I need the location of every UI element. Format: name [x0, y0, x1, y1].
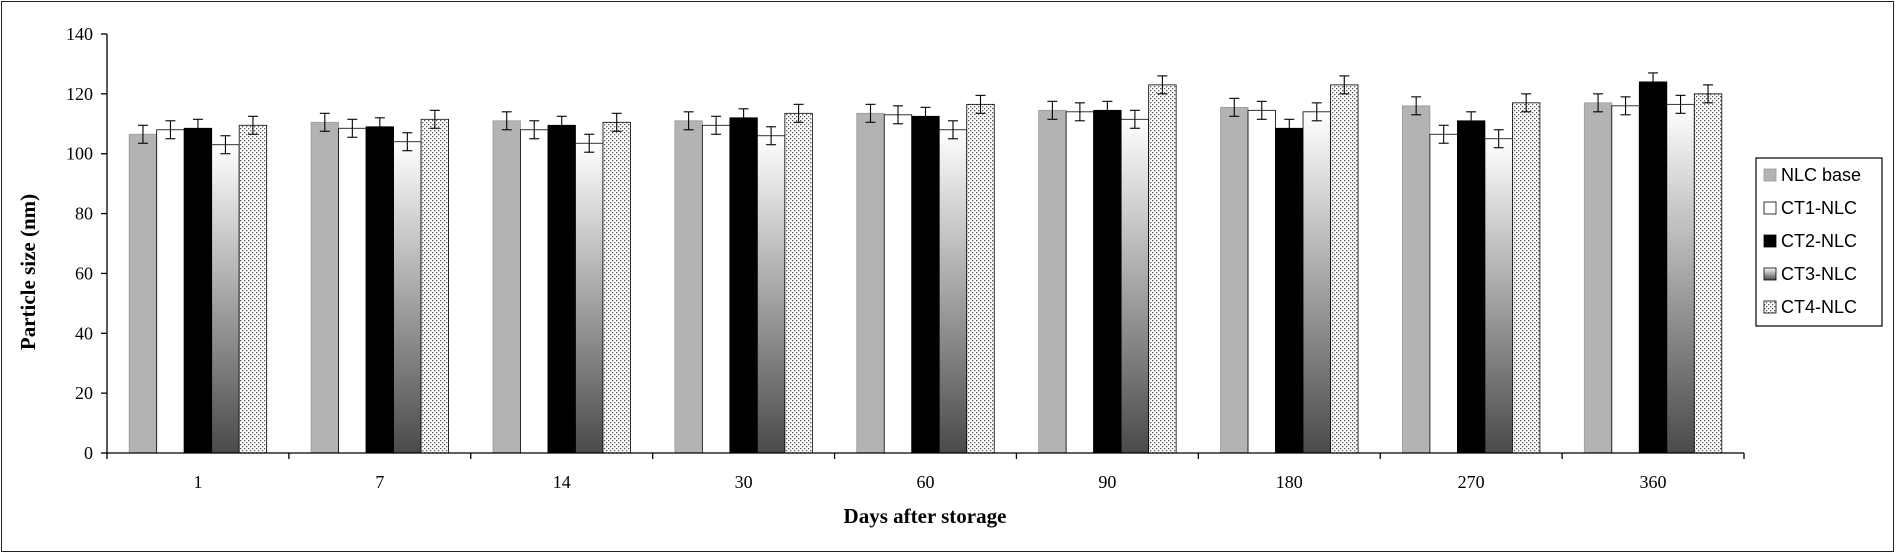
y-tick-label: 0 — [84, 443, 93, 463]
bar — [1457, 120, 1486, 454]
x-tick-label: 180 — [1276, 472, 1303, 492]
bar — [1611, 105, 1640, 454]
x-tick-label: 30 — [735, 472, 753, 492]
legend-swatch — [1763, 267, 1777, 281]
bar — [1220, 106, 1249, 454]
y-tick-label: 40 — [75, 323, 93, 343]
legend-label: CT2-NLC — [1781, 231, 1857, 251]
bar — [128, 133, 158, 454]
bar — [1402, 105, 1431, 454]
bar — [492, 120, 521, 454]
plot-area — [128, 72, 1723, 454]
bar — [211, 144, 240, 454]
bar — [183, 127, 213, 454]
legend-box — [1755, 157, 1883, 327]
x-axis-title: Days after storage — [844, 504, 1007, 528]
y-tick-label: 140 — [66, 24, 93, 44]
legend-swatch — [1763, 201, 1777, 215]
y-tick-label: 100 — [66, 144, 93, 164]
bar — [674, 120, 703, 454]
legend-label: CT3-NLC — [1781, 264, 1857, 284]
bar — [1093, 109, 1122, 454]
bar — [1484, 138, 1513, 454]
y-tick-label: 20 — [75, 383, 93, 403]
x-tick-label: 360 — [1640, 472, 1667, 492]
legend: NLC base CT1-NLC CT2-NLC CT3-NLC CT4-NLC — [1755, 157, 1883, 327]
bar — [1275, 127, 1304, 454]
bar — [238, 124, 268, 454]
bar — [911, 115, 940, 454]
bar — [1247, 109, 1276, 454]
x-tick-label: 1 — [193, 472, 202, 492]
x-axis: 1 7 14 30 60 90 180 270 360 — [106, 452, 1745, 492]
bar — [756, 135, 786, 454]
bar — [575, 142, 604, 454]
bar — [1065, 111, 1095, 454]
y-tick-label: 120 — [66, 84, 93, 104]
bar — [784, 112, 813, 454]
bar — [1666, 103, 1695, 454]
bar — [1120, 118, 1150, 454]
x-tick-label: 7 — [375, 472, 384, 492]
bar — [1693, 93, 1723, 454]
bar — [729, 117, 758, 454]
bar — [1302, 111, 1331, 454]
x-tick-label: 90 — [1098, 472, 1116, 492]
bar — [966, 103, 995, 454]
bar — [520, 129, 549, 454]
bar — [883, 114, 913, 454]
bar — [365, 126, 394, 454]
bar — [1038, 109, 1067, 454]
y-tick-label: 80 — [75, 204, 93, 224]
legend-label: CT1-NLC — [1781, 198, 1857, 218]
y-axis: 0 20 40 60 80 100 120 140 — [66, 24, 108, 463]
bar — [310, 121, 339, 454]
legend-label: NLC base — [1781, 165, 1861, 185]
bar — [856, 112, 885, 454]
bar — [1583, 102, 1613, 454]
bar — [938, 129, 968, 454]
x-tick-label: 14 — [553, 472, 571, 492]
bar — [1512, 102, 1541, 454]
legend-swatch — [1763, 300, 1777, 314]
bar — [1330, 84, 1359, 454]
x-tick-label: 270 — [1458, 472, 1485, 492]
bar — [420, 118, 449, 454]
y-axis-title: Particle size (nm) — [16, 194, 40, 350]
legend-swatch — [1763, 234, 1777, 248]
bar — [1638, 81, 1668, 454]
legend-swatch — [1763, 168, 1777, 182]
x-tick-label: 60 — [917, 472, 935, 492]
bar — [156, 129, 185, 454]
y-tick-label: 60 — [75, 263, 93, 283]
bar — [602, 121, 631, 454]
bar — [1429, 133, 1458, 454]
bar — [701, 124, 731, 454]
bar — [338, 127, 367, 454]
bar — [393, 141, 422, 454]
bar — [547, 124, 576, 454]
bar — [1148, 84, 1177, 454]
legend-label: CT4-NLC — [1781, 297, 1857, 317]
